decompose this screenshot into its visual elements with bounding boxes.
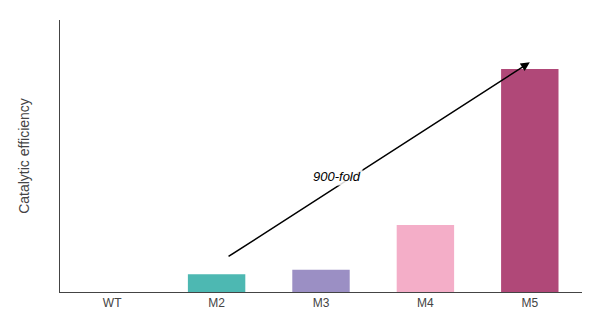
svg-text:M3: M3 — [313, 296, 330, 310]
svg-text:M4: M4 — [417, 296, 434, 310]
svg-text:M2: M2 — [208, 296, 225, 310]
svg-text:900-fold: 900-fold — [313, 169, 361, 184]
svg-text:M5: M5 — [521, 296, 538, 310]
svg-text:Catalytic efficiency: Catalytic efficiency — [16, 98, 32, 214]
svg-text:WT: WT — [103, 296, 122, 310]
